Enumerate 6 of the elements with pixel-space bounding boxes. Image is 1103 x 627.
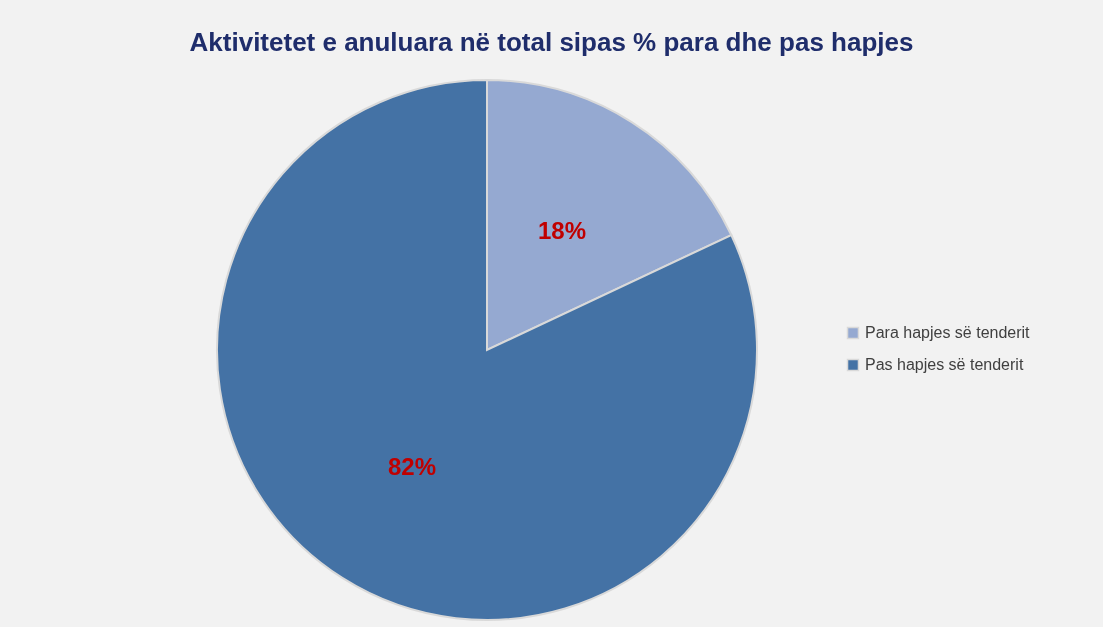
chart-title: Aktivitetet e anuluara në total sipas % para dhe pas hapjes <box>189 27 914 57</box>
pie-slice <box>216 79 758 621</box>
legend-label: Pas hapjes së tenderit <box>865 356 1024 373</box>
data-label: 18% <box>537 216 587 244</box>
data-label: 82% <box>387 453 437 481</box>
legend-label: Para hapjes së tenderit <box>865 324 1031 341</box>
